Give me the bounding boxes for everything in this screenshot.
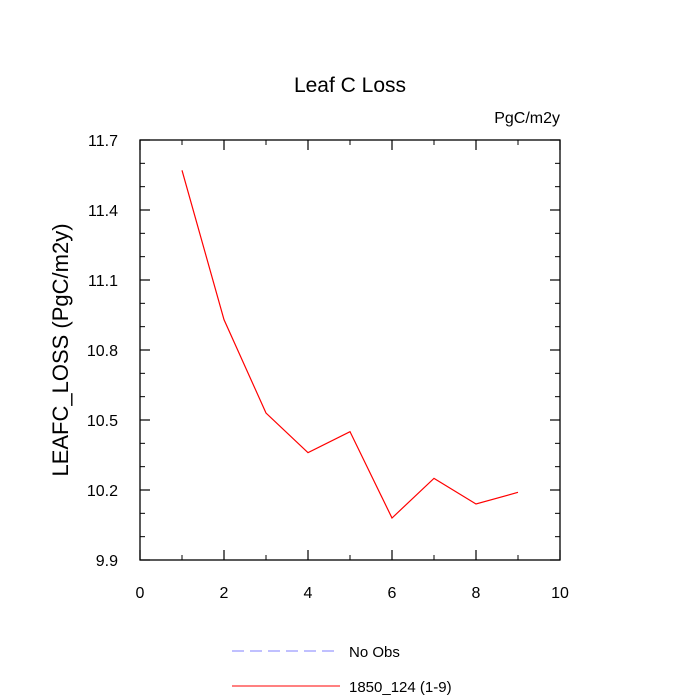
chart-title: Leaf C Loss — [294, 74, 406, 97]
legend: No Obs 1850_124 (1-9) — [232, 644, 452, 696]
y-tick-label: 10.8 — [87, 343, 118, 360]
y-tick-label: 11.7 — [88, 133, 118, 150]
y-axis-label: LEAFC_LOSS (PgC/m2y) — [48, 223, 73, 476]
y-tick-label: 10.5 — [87, 413, 118, 430]
x-tick-label: 0 — [136, 585, 145, 602]
series-line — [181, 170, 519, 519]
units-label: PgC/m2y — [494, 110, 560, 127]
axis-ticks — [139, 139, 561, 561]
plot-frame — [139, 139, 561, 561]
y-tick-label: 11.1 — [88, 273, 118, 290]
y-tick-label: 9.9 — [96, 553, 118, 570]
x-tick-label: 2 — [220, 585, 229, 602]
legend-label: No Obs — [349, 644, 400, 661]
x-tick-label: 8 — [472, 585, 481, 602]
legend-label: 1850_124 (1-9) — [349, 679, 452, 696]
y-tick-label: 11.4 — [88, 203, 118, 220]
axis-tick-labels: 0 2 4 6 8 10 9.9 10.2 10.5 10.8 11.1 11.4 11.7 — [87, 133, 569, 602]
data-series — [181, 170, 519, 519]
x-tick-label: 10 — [551, 585, 569, 602]
x-tick-label: 6 — [388, 585, 397, 602]
x-tick-label: 4 — [304, 585, 313, 602]
y-tick-label: 10.2 — [87, 483, 118, 500]
